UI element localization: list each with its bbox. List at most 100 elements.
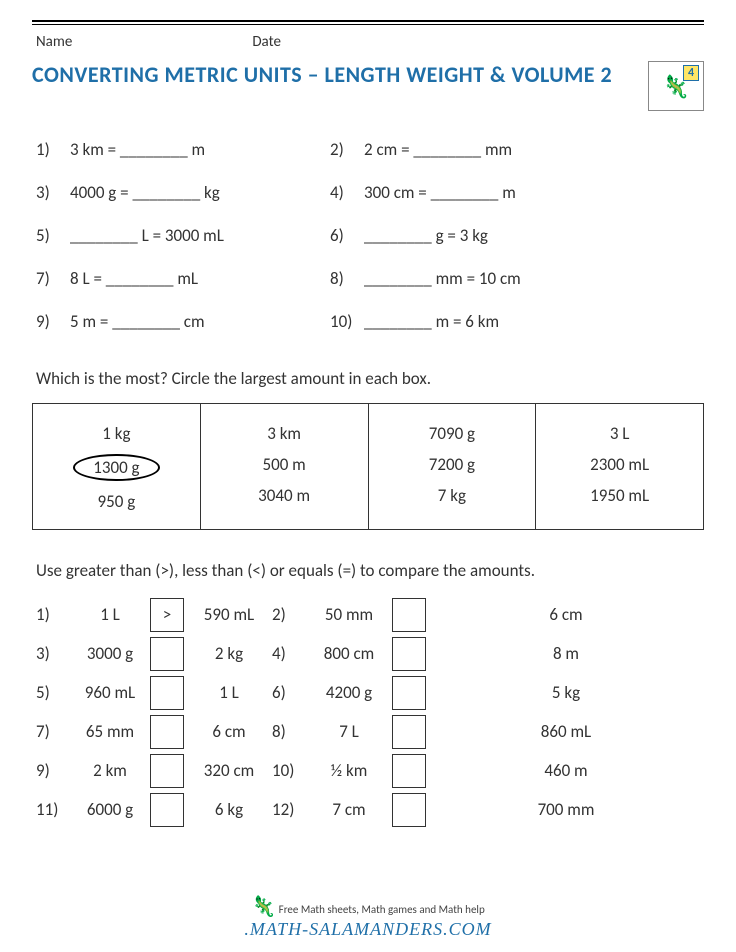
compare-right: 590 mL (186, 595, 272, 634)
rule-bot (32, 24, 704, 25)
date-label: Date (252, 33, 281, 51)
section2-instructions: Which is the most? Circle the largest am… (36, 368, 704, 389)
box-item: 7 kg (369, 480, 536, 511)
compare-operator-box[interactable] (392, 676, 426, 710)
compare-operator-box[interactable] (150, 754, 184, 788)
question-text: 5 m = ________ cm (70, 311, 330, 332)
compare-right: 6 cm (428, 595, 704, 634)
question-number: 7) (36, 268, 70, 289)
question-number: 4) (330, 182, 364, 203)
question-number: 5) (36, 225, 70, 246)
compare-right: 5 kg (428, 673, 704, 712)
question-number: 6) (330, 225, 364, 246)
worksheet-title: CONVERTING METRIC UNITS – LENGTH WEIGHT … (32, 61, 638, 88)
circle-box: 3 km500 m3040 m (200, 404, 368, 530)
compare-number: 3) (36, 634, 70, 673)
compare-operator-box[interactable] (392, 715, 426, 749)
logo-box: 4 🦎 (648, 61, 704, 111)
name-date-row: Name Date (32, 33, 704, 51)
compare-operator-box[interactable] (392, 637, 426, 671)
compare-operator-box[interactable] (150, 793, 184, 827)
box-item: 500 m (201, 449, 368, 480)
circled-answer: 1300 g (73, 454, 159, 481)
box-item: 7200 g (369, 449, 536, 480)
section3-instructions: Use greater than (>), less than (<) or e… (36, 560, 704, 581)
question-text: ________ g = 3 kg (364, 225, 704, 246)
compare-operator-box[interactable] (392, 754, 426, 788)
question-number: 1) (36, 139, 70, 160)
box-item: 950 g (33, 486, 200, 517)
compare-left: ½ km (306, 751, 392, 790)
compare-left: 6000 g (70, 790, 150, 829)
compare-number: 11) (36, 790, 70, 829)
rule-top (32, 20, 704, 22)
box-item: 3040 m (201, 480, 368, 511)
compare-number: 12) (272, 790, 306, 829)
compare-left: 2 km (70, 751, 150, 790)
compare-left: 7 cm (306, 790, 392, 829)
question-text: ________ mm = 10 cm (364, 268, 704, 289)
question-text: 4000 g = ________ kg (70, 182, 330, 203)
compare-right: 320 cm (186, 751, 272, 790)
compare-left: 4200 g (306, 673, 392, 712)
question-number: 3) (36, 182, 70, 203)
question-number: 10) (330, 311, 364, 332)
question-number: 9) (36, 311, 70, 332)
footer: 🦎 Free Math sheets, Math games and Math … (0, 894, 736, 940)
comparison-grid: 1)1 L>590 mL2)50 mm6 cm3)3000 g2 kg4)800… (32, 595, 704, 829)
box-item: 1 kg (33, 418, 200, 449)
box-item: 3 km (201, 418, 368, 449)
compare-number: 9) (36, 751, 70, 790)
question-text: ________ L = 3000 mL (70, 225, 330, 246)
compare-number: 5) (36, 673, 70, 712)
compare-number: 6) (272, 673, 306, 712)
title-row: CONVERTING METRIC UNITS – LENGTH WEIGHT … (32, 61, 704, 111)
compare-right: 8 m (428, 634, 704, 673)
circle-box: 1 kg 1300 g 950 g (33, 404, 201, 530)
question-text: 8 L = ________ mL (70, 268, 330, 289)
compare-number: 7) (36, 712, 70, 751)
compare-right: 860 mL (428, 712, 704, 751)
compare-left: 800 cm (306, 634, 392, 673)
compare-left: 50 mm (306, 595, 392, 634)
compare-operator-box[interactable] (150, 637, 184, 671)
compare-number: 10) (272, 751, 306, 790)
compare-left: 7 L (306, 712, 392, 751)
question-text: 300 cm = ________ m (364, 182, 704, 203)
compare-left: 1 L (70, 595, 150, 634)
footer-domain: .MATH-SALAMANDERS.COM (244, 919, 491, 939)
compare-right: 1 L (186, 673, 272, 712)
question-number: 8) (330, 268, 364, 289)
box-item: 1300 g (33, 449, 200, 486)
circle-boxes-table: 1 kg1300 g950 g3 km500 m3040 m7090 g7200… (32, 403, 704, 530)
compare-left: 3000 g (70, 634, 150, 673)
conversion-grid: 1)3 km = ________ m2)2 cm = ________ mm 3… (32, 139, 704, 332)
question-number: 2) (330, 139, 364, 160)
name-label: Name (36, 33, 72, 51)
compare-operator-box[interactable] (392, 793, 426, 827)
compare-right: 6 kg (186, 790, 272, 829)
compare-number: 2) (272, 595, 306, 634)
box-item: 1950 mL (536, 480, 703, 511)
compare-right: 460 m (428, 751, 704, 790)
salamander-footer-icon: 🦎 (251, 895, 276, 919)
box-item: 2300 mL (536, 449, 703, 480)
question-text: 3 km = ________ m (70, 139, 330, 160)
compare-left: 960 mL (70, 673, 150, 712)
compare-right: 6 cm (186, 712, 272, 751)
compare-left: 65 mm (70, 712, 150, 751)
compare-operator-box[interactable]: > (150, 598, 184, 632)
circle-box: 7090 g7200 g7 kg (368, 404, 536, 530)
grade-badge: 4 (683, 65, 699, 81)
compare-operator-box[interactable] (392, 598, 426, 632)
compare-operator-box[interactable] (150, 676, 184, 710)
compare-operator-box[interactable] (150, 715, 184, 749)
question-text: ________ m = 6 km (364, 311, 704, 332)
compare-number: 4) (272, 634, 306, 673)
compare-number: 8) (272, 712, 306, 751)
question-text: 2 cm = ________ mm (364, 139, 704, 160)
footer-tagline: Free Math sheets, Math games and Math he… (279, 903, 485, 916)
compare-right: 700 mm (428, 790, 704, 829)
compare-number: 1) (36, 595, 70, 634)
circle-box: 3 L2300 mL1950 mL (536, 404, 704, 530)
